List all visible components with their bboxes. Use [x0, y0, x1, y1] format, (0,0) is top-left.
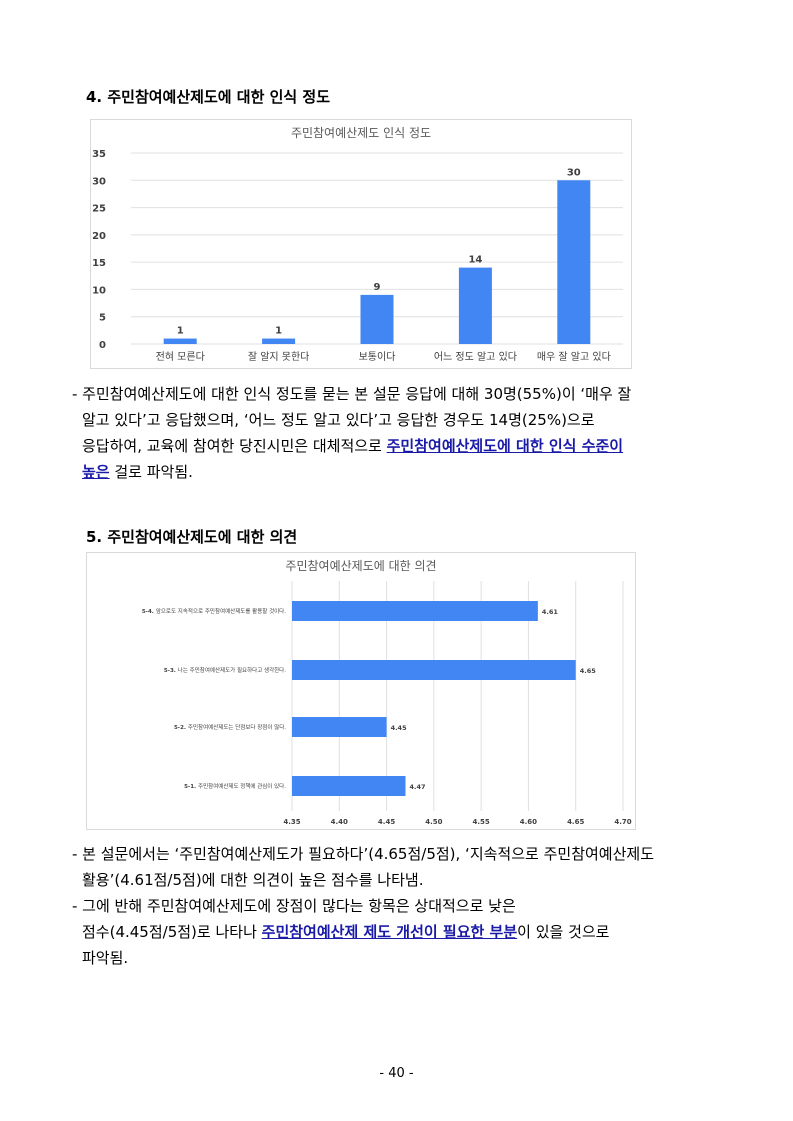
- awareness-category-label: 잘 알지 못한다: [248, 351, 310, 363]
- opinion-xtick-label: 4.60: [520, 818, 537, 826]
- awareness-ytick-label: 30: [92, 176, 106, 187]
- awareness-highlight: 주민참여예산제도에 대한 인식 수준이: [386, 437, 624, 455]
- section-5-line-4-tail: 이 있을 것으로: [517, 923, 610, 941]
- awareness-bar: [458, 267, 492, 344]
- section-4-line-3-text: 응답하여, 교육에 참여한 당진시민은 대체적으로: [82, 437, 387, 455]
- awareness-bar: [557, 180, 591, 344]
- awareness-bar: [163, 338, 197, 344]
- awareness-category-label: 보통이다: [359, 351, 396, 363]
- opinion-data-label: 4.65: [580, 667, 597, 675]
- opinion-xtick-label: 4.35: [283, 818, 300, 826]
- section-5-heading: 5. 주민참여예산제도에 대한 의견: [86, 528, 298, 546]
- opinion-xtick-label: 4.55: [473, 818, 490, 826]
- opinion-data-label: 4.47: [409, 783, 425, 791]
- opinion-bar: [292, 717, 387, 737]
- awareness-chart: 주민참여예산제도 인식 정도 0 5 10 15 20 25 30 35 1 1 9 14 30 전혀…: [90, 119, 632, 369]
- awareness-ytick-label: 25: [92, 204, 106, 215]
- awareness-bar: [360, 294, 394, 344]
- opinion-category-label: 5-2. 주민참여예산제도는 단점보다 장점이 많다.: [174, 723, 286, 731]
- opinion-data-label: 4.61: [542, 608, 559, 616]
- awareness-category-label: 전혀 모른다: [156, 351, 205, 363]
- awareness-data-label: 1: [177, 326, 184, 337]
- opinion-bar: [292, 660, 576, 680]
- opinion-xtick-label: 4.40: [331, 818, 348, 826]
- opinion-bar: [292, 776, 406, 796]
- awareness-ytick-label: 10: [92, 285, 106, 296]
- section-5-line-3: - 그에 반해 주민참여예산제도에 장점이 많다는 항목은 상대적으로 낮은: [72, 897, 516, 915]
- opinion-xtick-label: 4.70: [614, 818, 631, 826]
- awareness-ytick-label: 35: [92, 149, 106, 160]
- opinion-category-label: 5-3. 나는 주민참여예산제도가 필요하다고 생각한다.: [164, 666, 286, 674]
- section-4-line-4-text: 걸로 파악됨.: [109, 463, 193, 481]
- section-4-paragraph: - 주민참여예산제도에 대한 인식 정도를 묻는 본 설문 응답에 대해 30명…: [72, 381, 732, 485]
- awareness-ytick-label: 15: [92, 258, 106, 269]
- awareness-data-label: 9: [374, 282, 381, 293]
- section-4-line-4: 높은 걸로 파악됨.: [72, 459, 732, 485]
- awareness-chart-svg: 주민참여예산제도 인식 정도 0 5 10 15 20 25 30 35 1 1 9 14 30 전혀…: [92, 126, 623, 363]
- section-4-line-3: 응답하여, 교육에 참여한 당진시민은 대체적으로 주민참여예산제도에 대한 인…: [72, 433, 732, 459]
- awareness-category-label: 매우 잘 알고 있다: [537, 351, 611, 363]
- page-number: - 40 -: [379, 1066, 414, 1081]
- section-4-line-1: - 주민참여예산제도에 대한 인식 정도를 묻는 본 설문 응답에 대해 30명…: [72, 385, 632, 403]
- awareness-data-label: 14: [468, 255, 482, 266]
- awareness-chart-title: 주민참여예산제도 인식 정도: [291, 126, 431, 140]
- opinion-chart-title: 주민참여예산제도에 대한 의견: [285, 559, 436, 573]
- awareness-ytick-label: 5: [99, 313, 106, 324]
- awareness-data-label: 1: [275, 326, 282, 337]
- awareness-category-label: 어느 정도 알고 있다: [434, 351, 517, 363]
- section-5-paragraph: - 본 설문에서는 ‘주민참여예산제도가 필요하다’(4.65점/5점), ‘지…: [72, 841, 732, 971]
- opinion-chart-svg: 주민참여예산제도에 대한 의견 4.61 4.65 4.45 4.47 5-4. 앞으…: [142, 559, 632, 826]
- opinion-category-label: 5-1. 주민참여예산제도 정책에 관심이 있다.: [184, 782, 286, 790]
- section-5-line-1: - 본 설문에서는 ‘주민참여예산제도가 필요하다’(4.65점/5점), ‘지…: [72, 845, 654, 863]
- awareness-highlight-end: 높은: [82, 463, 110, 481]
- opinion-xtick-label: 4.45: [378, 818, 395, 826]
- section-5-line-4-text: 점수(4.45점/5점)로 나타나: [82, 923, 262, 941]
- awareness-data-label: 30: [567, 167, 581, 178]
- section-5-line-2: 활용’(4.61점/5점)에 대한 의견이 높은 점수를 나타냄.: [82, 871, 424, 889]
- opinion-chart: 주민참여예산제도에 대한 의견 4.61 4.65 4.45 4.47 5-4. 앞으…: [86, 552, 636, 830]
- awareness-ytick-label: 20: [92, 231, 106, 242]
- opinion-xtick-label: 4.50: [425, 818, 442, 826]
- improvement-highlight: 주민참여예산제 제도 개선이 필요한 부분: [261, 923, 518, 941]
- opinion-data-label: 4.45: [391, 724, 408, 732]
- awareness-ytick-label: 0: [99, 340, 106, 351]
- awareness-bar: [262, 338, 296, 344]
- section-5-line-4: 점수(4.45점/5점)로 나타나 주민참여예산제 제도 개선이 필요한 부분이…: [72, 919, 732, 945]
- opinion-category-label: 5-4. 앞으로도 지속적으로 주민참여예산제도를 활용할 것이다.: [142, 607, 286, 615]
- section-4-heading: 4. 주민참여예산제도에 대한 인식 정도: [86, 88, 331, 106]
- opinion-bar: [292, 601, 538, 621]
- section-4-line-2: 알고 있다’고 응답했으며, ‘어느 정도 알고 있다’고 응답한 경우도 14…: [82, 411, 595, 429]
- opinion-xtick-label: 4.65: [567, 818, 584, 826]
- section-5-line-5: 파악됨.: [82, 949, 129, 967]
